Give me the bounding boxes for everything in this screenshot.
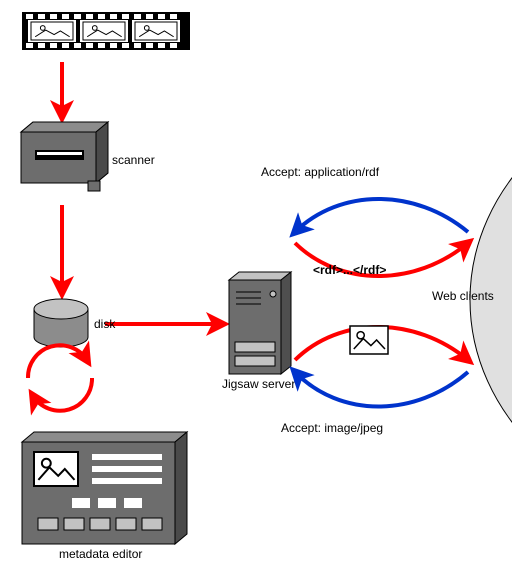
web-clients: Web clients <box>432 80 512 520</box>
editor-label: metadata editor <box>59 547 142 561</box>
accept-rdf-label: Accept: application/rdf <box>261 165 380 179</box>
scanner: scanner <box>21 122 155 191</box>
server-label: Jigsaw server <box>222 377 295 391</box>
jigsaw-server: Jigsaw server <box>222 272 295 391</box>
picture-icon <box>83 22 125 40</box>
disk: disk <box>34 299 116 347</box>
picture-icon <box>34 452 78 486</box>
disk-label: disk <box>94 317 116 331</box>
picture-icon <box>31 22 73 40</box>
rdf-payload-label: <rdf>...</rdf> <box>313 263 386 277</box>
rdf-request <box>295 199 468 232</box>
accept-jpeg-label: Accept: image/jpeg <box>281 421 383 435</box>
scanner-label: scanner <box>112 153 155 167</box>
filmstrip <box>22 12 190 50</box>
edit-loop <box>28 345 92 411</box>
metadata-editor: metadata editor <box>22 432 187 561</box>
picture-icon <box>135 22 177 40</box>
img-request <box>295 372 468 407</box>
picture-icon <box>350 326 388 354</box>
web-clients-label: Web clients <box>432 289 494 303</box>
